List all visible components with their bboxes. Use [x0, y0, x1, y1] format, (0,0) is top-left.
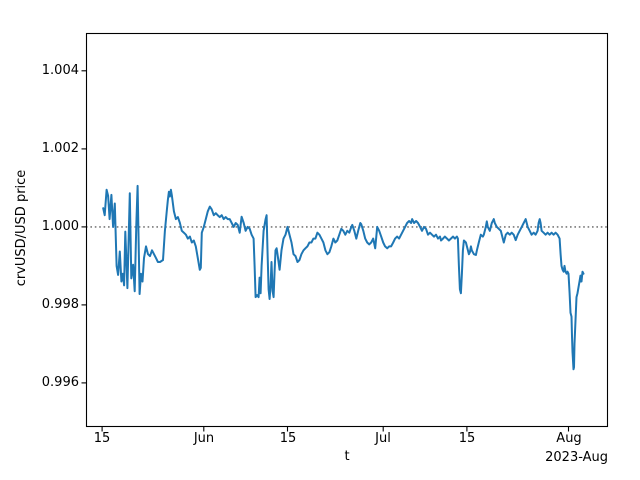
y-tick-label: 1.004: [41, 63, 79, 78]
x-tick-label: Jul: [375, 431, 391, 446]
y-tick-label: 0.996: [41, 375, 79, 390]
y-tick-label: 0.998: [41, 297, 79, 312]
y-tick-label: 1.002: [41, 141, 79, 156]
y-tick-label: 1.000: [41, 219, 79, 234]
x-tick-label: Jun: [193, 431, 215, 446]
x-axis-offset-label: 2023-Aug: [545, 450, 608, 465]
x-tick-label: 15: [458, 431, 476, 446]
x-tick-label: 15: [93, 431, 111, 446]
x-axis-label: t: [344, 449, 350, 464]
x-tick-label: Aug: [556, 431, 582, 446]
x-tick-label: 15: [279, 431, 297, 446]
price-line-series: [102, 184, 585, 371]
axes-spines: [85, 32, 609, 428]
